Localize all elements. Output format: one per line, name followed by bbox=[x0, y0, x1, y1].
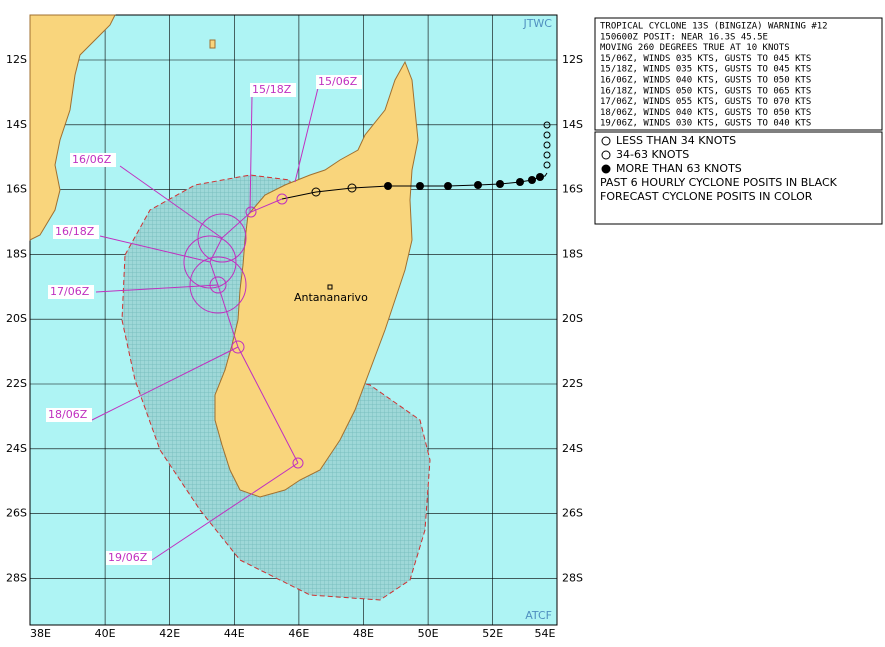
warning-line: 150600Z POSIT: NEAR 16.3S 45.5E bbox=[600, 32, 768, 42]
legend-text: MORE THAN 63 KNOTS bbox=[616, 162, 742, 175]
legend-symbols bbox=[601, 136, 611, 174]
lat-label: 20S bbox=[6, 312, 27, 325]
warning-line: TROPICAL CYCLONE 13S (BINGIZA) WARNING #… bbox=[600, 22, 828, 32]
lon-label: 52E bbox=[482, 627, 503, 640]
lon-label: 38E bbox=[30, 627, 51, 640]
city-marker bbox=[327, 284, 333, 290]
legend-text: FORECAST CYCLONE POSITS IN COLOR bbox=[600, 190, 813, 203]
lon-label: 44E bbox=[224, 627, 245, 640]
lat-label: 20S bbox=[562, 312, 583, 325]
lat-label: 12S bbox=[6, 53, 27, 66]
past-positions bbox=[311, 121, 551, 197]
warning-line: 16/18Z, WINDS 050 KTS, GUSTS TO 065 KTS bbox=[600, 86, 811, 96]
city-label: Antananarivo bbox=[294, 291, 368, 304]
legend-text: 34-63 KNOTS bbox=[616, 148, 689, 161]
lon-label: 54E bbox=[535, 627, 556, 640]
label-bg bbox=[106, 551, 152, 565]
label-bg bbox=[46, 408, 92, 422]
lon-label: 50E bbox=[418, 627, 439, 640]
lat-label: 24S bbox=[6, 442, 27, 455]
forecast-label: 15/06Z bbox=[318, 75, 358, 88]
corner-label: JTWC bbox=[522, 17, 552, 30]
lat-label: 26S bbox=[562, 507, 583, 520]
lat-label: 14S bbox=[6, 118, 27, 131]
lat-label: 24S bbox=[562, 442, 583, 455]
corner-label: ATCF bbox=[525, 609, 552, 622]
forecast-label: 15/18Z bbox=[252, 83, 292, 96]
warning-line: 17/06Z, WINDS 055 KTS, GUSTS TO 070 KTS bbox=[600, 97, 811, 107]
label-bg bbox=[316, 75, 362, 89]
madagascar bbox=[214, 60, 419, 498]
warning-line: MOVING 260 DEGREES TRUE AT 10 KNOTS bbox=[600, 43, 790, 53]
lat-label: 16S bbox=[562, 183, 583, 196]
warning-line: 18/06Z, WINDS 040 KTS, GUSTS TO 050 KTS bbox=[600, 108, 811, 118]
lon-label: 48E bbox=[353, 627, 374, 640]
label-bg bbox=[70, 153, 116, 167]
legend-text: PAST 6 HOURLY CYCLONE POSITS IN BLACK bbox=[600, 176, 838, 189]
lat-label: 14S bbox=[562, 118, 583, 131]
legend-box bbox=[594, 131, 883, 225]
forecast-radii bbox=[183, 193, 304, 469]
lat-label: 18S bbox=[562, 247, 583, 260]
warning-line: 16/06Z, WINDS 040 KTS, GUSTS TO 050 KTS bbox=[600, 76, 811, 86]
island bbox=[209, 39, 216, 49]
lon-label: 46E bbox=[288, 627, 309, 640]
warning-box bbox=[594, 17, 883, 131]
forecast-label: 17/06Z bbox=[50, 285, 90, 298]
label-leaders bbox=[91, 87, 319, 561]
forecast-label: 19/06Z bbox=[108, 551, 148, 564]
forecast-label: 18/06Z bbox=[48, 408, 88, 421]
lon-label: 42E bbox=[159, 627, 180, 640]
lon-label: 40E bbox=[95, 627, 116, 640]
lat-label: 12S bbox=[562, 53, 583, 66]
lat-label: 28S bbox=[6, 571, 27, 584]
lat-label: 26S bbox=[6, 507, 27, 520]
label-bg bbox=[48, 285, 94, 299]
lat-label: 22S bbox=[562, 377, 583, 390]
forecast-label: 16/06Z bbox=[72, 153, 112, 166]
warning-line: 15/18Z, WINDS 035 KTS, GUSTS TO 045 KTS bbox=[600, 65, 811, 75]
africa bbox=[29, 14, 116, 241]
warning-line: 15/06Z, WINDS 035 KTS, GUSTS TO 045 KTS bbox=[600, 54, 811, 64]
label-bg bbox=[53, 225, 99, 239]
lat-label: 28S bbox=[562, 571, 583, 584]
lat-label: 22S bbox=[6, 377, 27, 390]
lat-label: 18S bbox=[6, 247, 27, 260]
warning-line: 19/06Z, WINDS 030 KTS, GUSTS TO 040 KTS bbox=[600, 119, 811, 129]
label-bg bbox=[250, 83, 296, 97]
lat-label: 16S bbox=[6, 183, 27, 196]
forecast-label: 16/18Z bbox=[55, 225, 95, 238]
legend-text: LESS THAN 34 KNOTS bbox=[616, 134, 736, 147]
